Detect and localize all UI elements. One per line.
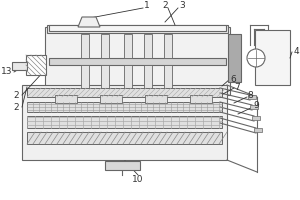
Polygon shape xyxy=(78,17,100,27)
Bar xyxy=(12,62,27,70)
Text: 1: 1 xyxy=(144,1,150,10)
Bar xyxy=(105,161,140,170)
Bar xyxy=(164,65,172,91)
Bar xyxy=(81,34,89,58)
Bar xyxy=(124,34,132,58)
Bar xyxy=(45,27,230,95)
Text: 4: 4 xyxy=(293,47,299,56)
Bar xyxy=(144,65,152,91)
Text: 2: 2 xyxy=(162,1,168,10)
Bar xyxy=(144,34,152,58)
Bar xyxy=(250,105,258,109)
Bar xyxy=(27,132,222,144)
Bar xyxy=(100,95,122,103)
Text: 6: 6 xyxy=(230,74,236,84)
Bar xyxy=(27,116,222,128)
Bar xyxy=(22,85,227,160)
Text: 7: 7 xyxy=(234,84,240,92)
Bar xyxy=(101,65,109,91)
Bar xyxy=(47,25,228,33)
Bar xyxy=(49,25,226,31)
Bar xyxy=(55,95,77,103)
Text: 10: 10 xyxy=(132,174,144,184)
Bar xyxy=(101,34,109,58)
Bar xyxy=(164,34,172,58)
Bar xyxy=(124,65,132,91)
Text: 8: 8 xyxy=(247,92,253,100)
Bar xyxy=(49,58,226,65)
Bar xyxy=(27,88,222,97)
Bar xyxy=(255,30,290,85)
Bar xyxy=(27,102,222,112)
Bar xyxy=(81,65,89,91)
Bar xyxy=(248,95,256,99)
Text: 2: 2 xyxy=(13,90,19,99)
Bar xyxy=(145,95,167,103)
Bar xyxy=(228,34,241,82)
Bar xyxy=(190,95,212,103)
Text: 13: 13 xyxy=(1,68,13,76)
Bar xyxy=(26,55,46,75)
Text: 2: 2 xyxy=(13,104,19,112)
Bar xyxy=(252,116,260,120)
Circle shape xyxy=(247,49,265,67)
Bar xyxy=(254,128,262,132)
Text: 9: 9 xyxy=(253,102,259,110)
Text: 3: 3 xyxy=(179,1,185,10)
